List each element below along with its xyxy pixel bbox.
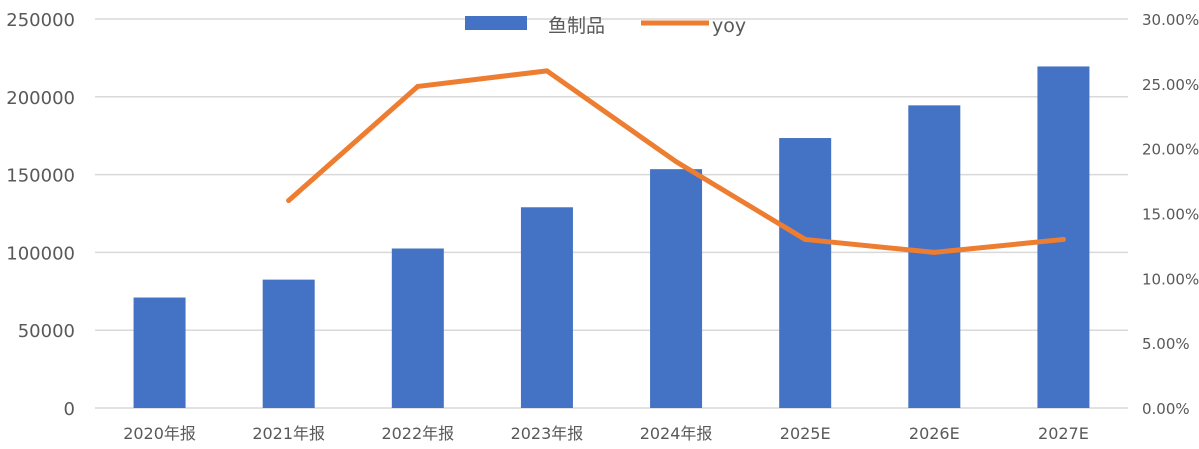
x-tick-label: 2025E [780, 424, 831, 443]
x-tick-label: 2026E [909, 424, 960, 443]
right-axis-ticks: 0.00% 5.00% 10.00% 15.00% 20.00% 25.00% 30.00% [1142, 11, 1199, 418]
x-tick-label: 2023年报 [511, 424, 584, 443]
y-right-tick-label: 30.00% [1142, 11, 1199, 29]
y-left-tick-label: 150000 [6, 166, 75, 187]
x-tick-label: 2020年报 [123, 424, 196, 443]
x-tick-label: 2022年报 [381, 424, 454, 443]
y-left-tick-label: 0 [64, 399, 75, 420]
legend-label-bar: 鱼制品 [548, 15, 605, 37]
bar-series [133, 66, 1090, 408]
bar [650, 169, 703, 408]
line-point [802, 236, 808, 242]
x-axis-ticks: 2020年报 2021年报 2022年报 2023年报 2024年报 2025E 2026E… [123, 424, 1089, 443]
y-right-tick-label: 0.00% [1142, 400, 1190, 418]
x-tick-label: 2027E [1038, 424, 1089, 443]
x-tick-label: 2024年报 [640, 424, 713, 443]
y-left-tick-label: 100000 [6, 243, 75, 264]
bar [779, 138, 832, 408]
bar [133, 297, 186, 408]
legend: 鱼制品 yoy [465, 15, 746, 37]
line-series [286, 68, 1066, 255]
line-point [286, 198, 292, 204]
line-point [544, 68, 550, 74]
gridlines [95, 18, 1128, 409]
legend-swatch-bar [465, 16, 527, 30]
bar [262, 279, 315, 408]
y-right-tick-label: 10.00% [1142, 270, 1199, 288]
bar [520, 207, 573, 408]
line-point [931, 249, 937, 255]
y-left-tick-label: 200000 [6, 88, 75, 109]
y-right-tick-label: 5.00% [1142, 335, 1190, 353]
y-right-tick-label: 20.00% [1142, 141, 1199, 159]
bar [908, 105, 961, 408]
left-axis-ticks: 0 50000 100000 150000 200000 250000 [6, 10, 75, 420]
bar [391, 248, 444, 408]
y-right-tick-label: 25.00% [1142, 76, 1199, 94]
y-left-tick-label: 50000 [18, 321, 75, 342]
line-point [415, 83, 421, 89]
line-point [673, 159, 679, 165]
line-point [1060, 236, 1066, 242]
y-left-tick-label: 250000 [6, 10, 75, 31]
y-right-tick-label: 15.00% [1142, 206, 1199, 224]
legend-label-line: yoy [712, 15, 746, 37]
x-tick-label: 2021年报 [252, 424, 325, 443]
